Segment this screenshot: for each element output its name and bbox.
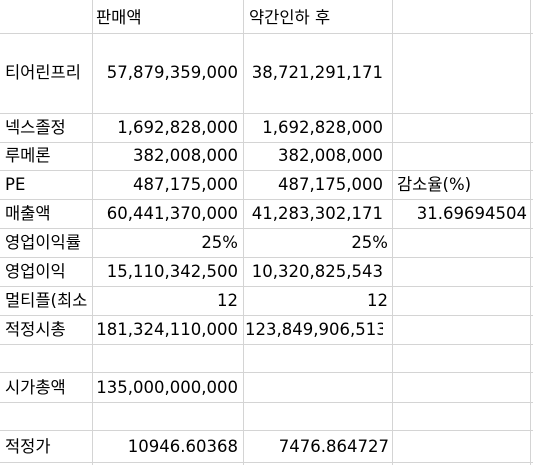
cell-sales[interactable]: 60,441,370,000 (106, 204, 238, 223)
row-divider (0, 113, 533, 114)
row-divider (0, 402, 533, 403)
row-label[interactable]: 영업이익 (5, 262, 66, 281)
cell-sales[interactable]: 135,000,000,000 (96, 378, 238, 397)
row-label[interactable]: 적정시총 (5, 320, 66, 339)
cell-sales[interactable]: 25% (201, 233, 238, 252)
row-label[interactable]: 티어린프리 (5, 63, 81, 82)
cell-after[interactable]: 25% (351, 233, 388, 252)
cell-after[interactable]: 487,175,000 (278, 175, 383, 194)
header-after-cut[interactable]: 약간인하 후 (249, 8, 331, 27)
cell-sales[interactable]: 15,110,342,500 (106, 262, 238, 281)
cell-sales[interactable]: 181,324,110,000 (96, 320, 238, 339)
row-label[interactable]: 매출액 (5, 204, 51, 223)
cell-after[interactable]: 12 (367, 291, 388, 310)
cell-after[interactable]: 10,320,825,543 (251, 262, 383, 281)
row-divider (0, 170, 533, 171)
row-label[interactable]: 영업이익률 (5, 233, 81, 252)
column-divider (392, 0, 393, 465)
row-divider (0, 286, 533, 287)
row-divider (0, 372, 533, 373)
cell-after[interactable]: 382,008,000 (278, 146, 383, 165)
cell-after[interactable]: 38,721,291,171 (251, 63, 383, 82)
row-divider (0, 257, 533, 258)
row-divider (0, 462, 533, 463)
column-divider (530, 0, 531, 465)
row-divider (0, 33, 533, 34)
cell-reduction-rate[interactable]: 31.69694504 (416, 204, 527, 223)
cell-sales[interactable]: 10946.60368 (127, 437, 238, 456)
cell-reduction-label[interactable]: 감소율(%) (397, 175, 472, 194)
header-sales[interactable]: 판매액 (96, 8, 142, 27)
cell-sales[interactable]: 1,692,828,000 (117, 118, 238, 137)
cell-after[interactable]: 1,692,828,000 (262, 118, 383, 137)
cell-sales[interactable]: 382,008,000 (133, 146, 238, 165)
cell-sales[interactable]: 57,879,359,000 (106, 63, 238, 82)
row-label[interactable]: 적정가 (5, 437, 51, 456)
cell-sales[interactable]: 12 (217, 291, 238, 310)
row-label[interactable]: 루메론 (5, 146, 51, 165)
column-divider (243, 0, 244, 465)
row-divider (0, 315, 533, 316)
row-divider (0, 228, 533, 229)
row-label[interactable]: 넥스졸정 (5, 118, 66, 137)
row-label[interactable]: 멀티플(최소 (5, 291, 88, 310)
column-divider (92, 0, 93, 465)
row-divider (0, 430, 533, 431)
row-label[interactable]: 시가총액 (5, 378, 66, 397)
row-divider (0, 142, 533, 143)
row-divider (0, 344, 533, 345)
row-divider (0, 199, 533, 200)
row-label[interactable]: PE (5, 175, 26, 194)
cell-after[interactable]: 123,849,906,513 (245, 320, 383, 339)
cell-sales[interactable]: 487,175,000 (133, 175, 238, 194)
cell-after[interactable]: 41,283,302,171 (251, 204, 383, 223)
cell-after[interactable]: 7476.864727 (278, 437, 389, 456)
